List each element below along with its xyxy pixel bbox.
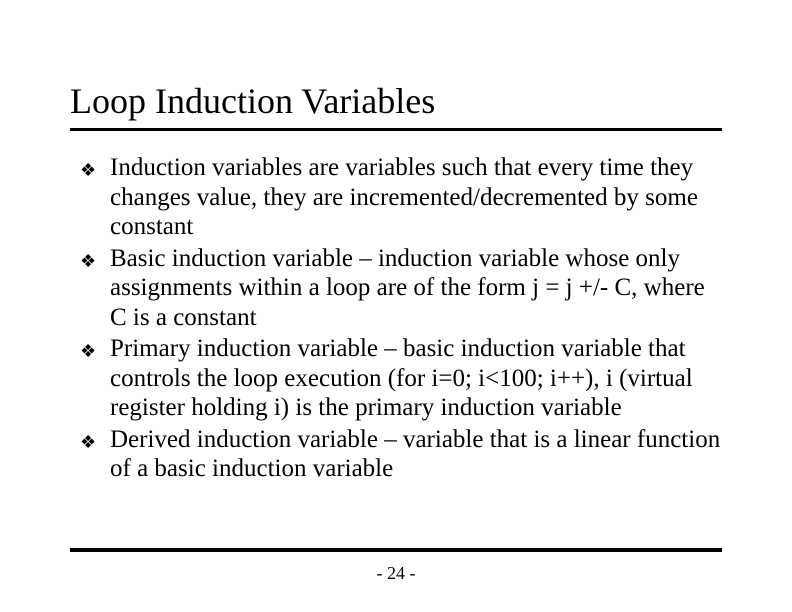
bullet-text: Basic induction variable – induction var… [110,244,722,333]
bullet-text: Induction variables are variables such t… [110,153,722,242]
bullet-text: Derived induction variable – variable th… [110,425,722,484]
diamond-bullet-icon: ❖ [80,244,110,276]
diamond-bullet-icon: ❖ [80,334,110,366]
list-item: ❖ Induction variables are variables such… [80,153,722,242]
slide-title: Loop Induction Variables [70,80,722,131]
footer-rule [70,548,722,552]
slide: Loop Induction Variables ❖ Induction var… [0,0,792,612]
bullet-text: Primary induction variable – basic induc… [110,334,722,423]
diamond-bullet-icon: ❖ [80,425,110,457]
slide-body: ❖ Induction variables are variables such… [70,153,722,484]
diamond-bullet-icon: ❖ [80,153,110,185]
page-number: - 24 - [0,563,792,584]
list-item: ❖ Basic induction variable – induction v… [80,244,722,333]
list-item: ❖ Primary induction variable – basic ind… [80,334,722,423]
list-item: ❖ Derived induction variable – variable … [80,425,722,484]
